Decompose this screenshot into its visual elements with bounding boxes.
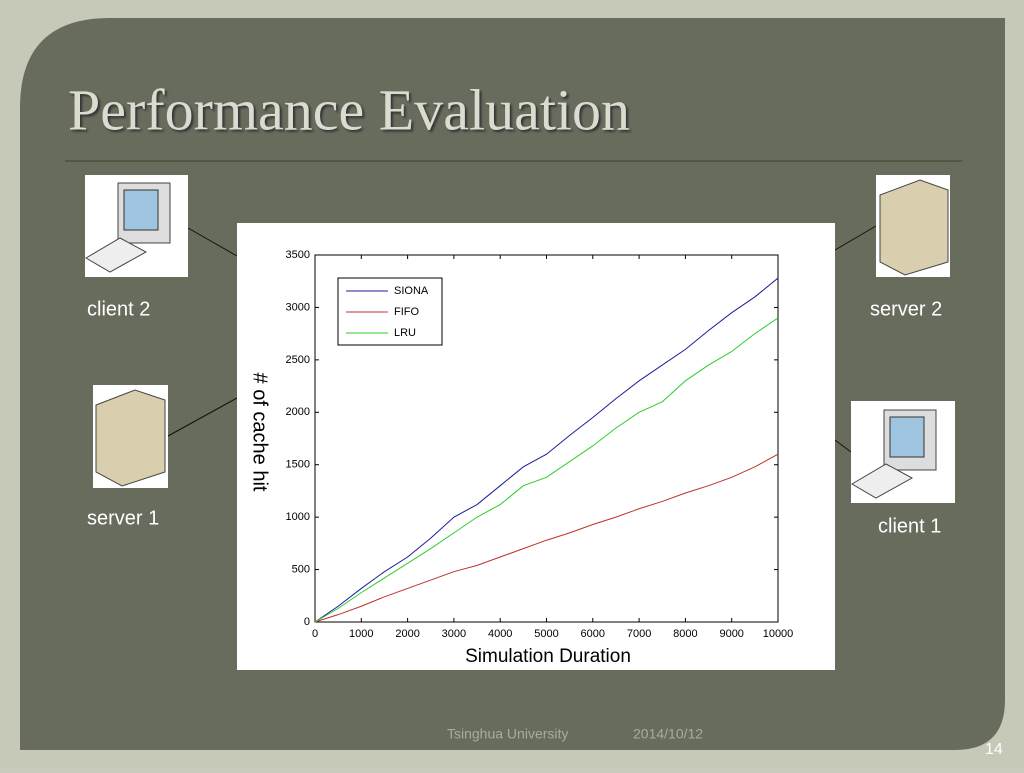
x-tick-label: 5000: [534, 628, 558, 640]
y-tick-label: 1500: [286, 459, 310, 471]
y-tick-label: 500: [292, 563, 310, 575]
legend-label: SIONA: [394, 285, 429, 297]
x-tick-label: 8000: [673, 628, 697, 640]
x-tick-label: 10000: [763, 628, 794, 640]
legend-label: LRU: [394, 327, 416, 339]
x-axis-label: Simulation Duration: [465, 646, 631, 667]
x-tick-label: 0: [312, 628, 318, 640]
chart-background: [237, 223, 835, 670]
x-tick-label: 3000: [442, 628, 466, 640]
connectors: [167, 225, 877, 453]
x-tick-label: 7000: [627, 628, 651, 640]
y-tick-label: 3500: [286, 249, 310, 261]
x-tick-label: 4000: [488, 628, 512, 640]
server-icon: [876, 175, 950, 277]
legend-label: FIFO: [394, 306, 419, 318]
slide-title: Performance Evaluation: [68, 77, 630, 142]
y-tick-label: 0: [304, 616, 310, 628]
y-tick-label: 3000: [286, 301, 310, 313]
client-icon: [85, 175, 188, 277]
x-tick-label: 1000: [349, 628, 373, 640]
client-icon: [851, 401, 955, 503]
y-tick-label: 1000: [286, 511, 310, 523]
node-label: server 2: [870, 298, 942, 320]
x-tick-label: 6000: [581, 628, 605, 640]
series-line: [314, 317, 779, 623]
page-number: 14: [985, 741, 1003, 758]
series-line: [314, 453, 779, 623]
server-icon: [93, 385, 168, 488]
y-tick-label: 2500: [286, 354, 310, 366]
footer-date: 2014/10/12: [633, 726, 703, 742]
x-tick-label: 2000: [395, 628, 419, 640]
x-tick-label: 9000: [719, 628, 743, 640]
node-label: server 1: [87, 507, 159, 529]
footer-org: Tsinghua University: [447, 726, 568, 742]
y-axis-label: # of cache hit: [249, 373, 271, 492]
series-line: [314, 277, 779, 623]
y-tick-label: 2000: [286, 406, 310, 418]
node-label: client 1: [878, 515, 941, 537]
node-label: client 2: [87, 298, 150, 320]
